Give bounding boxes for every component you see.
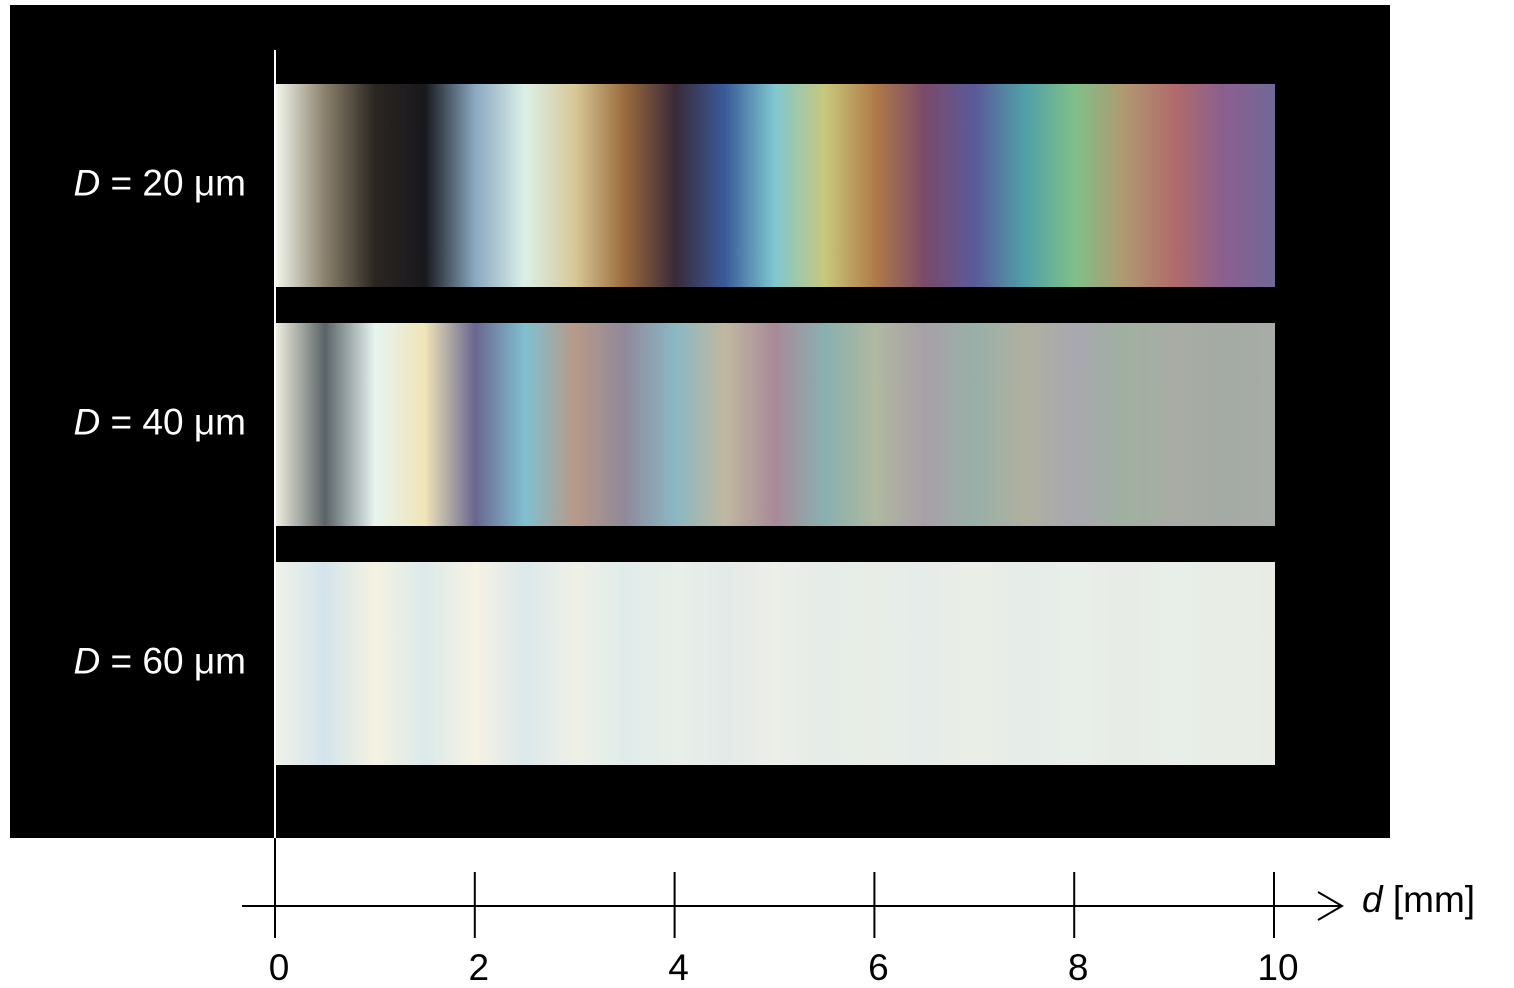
x-tick-label: 6 (868, 947, 889, 988)
strip-label: D = 20 μm (74, 162, 246, 203)
x-axis-label: d [mm] (1362, 879, 1475, 920)
color-strip (275, 84, 1275, 287)
color-strip (275, 562, 1275, 765)
x-tick-label: 2 (469, 947, 490, 988)
axis-arrow (1317, 891, 1344, 921)
color-strip (275, 323, 1275, 526)
strip-label: D = 60 μm (74, 640, 246, 681)
x-tick-label: 0 (269, 947, 290, 988)
x-tick-label: 8 (1068, 947, 1089, 988)
x-tick-label: 10 (1257, 947, 1298, 988)
strip-label: D = 40 μm (74, 401, 246, 442)
x-tick-label: 4 (668, 947, 689, 988)
